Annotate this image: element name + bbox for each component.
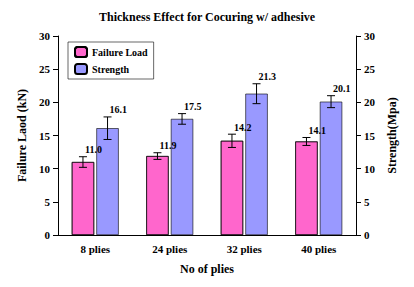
svg-text:0: 0 [45, 229, 51, 241]
svg-text:14.2: 14.2 [234, 122, 252, 133]
svg-text:10: 10 [364, 163, 376, 175]
svg-text:5: 5 [45, 196, 51, 208]
svg-text:8 plies: 8 plies [80, 243, 110, 255]
svg-text:40 plies: 40 plies [301, 243, 337, 255]
svg-text:No of plies: No of plies [180, 262, 234, 276]
svg-text:Strength: Strength [92, 64, 129, 75]
svg-text:11.0: 11.0 [85, 144, 102, 155]
svg-text:30: 30 [39, 30, 51, 42]
svg-text:15: 15 [39, 130, 51, 142]
svg-text:32 plies: 32 plies [227, 243, 263, 255]
svg-text:14.1: 14.1 [308, 125, 326, 136]
svg-text:0: 0 [364, 229, 370, 241]
svg-text:17.5: 17.5 [184, 101, 202, 112]
svg-text:Thickness Effect for Cocuring: Thickness Effect for Cocuring w/ adhesiv… [99, 10, 316, 24]
svg-text:25: 25 [364, 63, 376, 75]
svg-text:15: 15 [364, 130, 376, 142]
svg-text:16.1: 16.1 [110, 104, 128, 115]
svg-text:20: 20 [39, 96, 51, 108]
svg-text:Failure Laod (kN): Failure Laod (kN) [15, 89, 29, 182]
svg-text:Failure Load: Failure Load [92, 47, 148, 58]
svg-text:10: 10 [39, 163, 51, 175]
svg-text:20.1: 20.1 [333, 83, 351, 94]
svg-text:Strength(Mpa): Strength(Mpa) [385, 97, 399, 173]
svg-text:11.9: 11.9 [159, 140, 176, 151]
svg-text:5: 5 [364, 196, 370, 208]
svg-text:24 plies: 24 plies [152, 243, 188, 255]
svg-text:21.3: 21.3 [259, 71, 277, 82]
svg-text:30: 30 [364, 30, 376, 42]
svg-text:20: 20 [364, 96, 376, 108]
svg-text:25: 25 [39, 63, 51, 75]
